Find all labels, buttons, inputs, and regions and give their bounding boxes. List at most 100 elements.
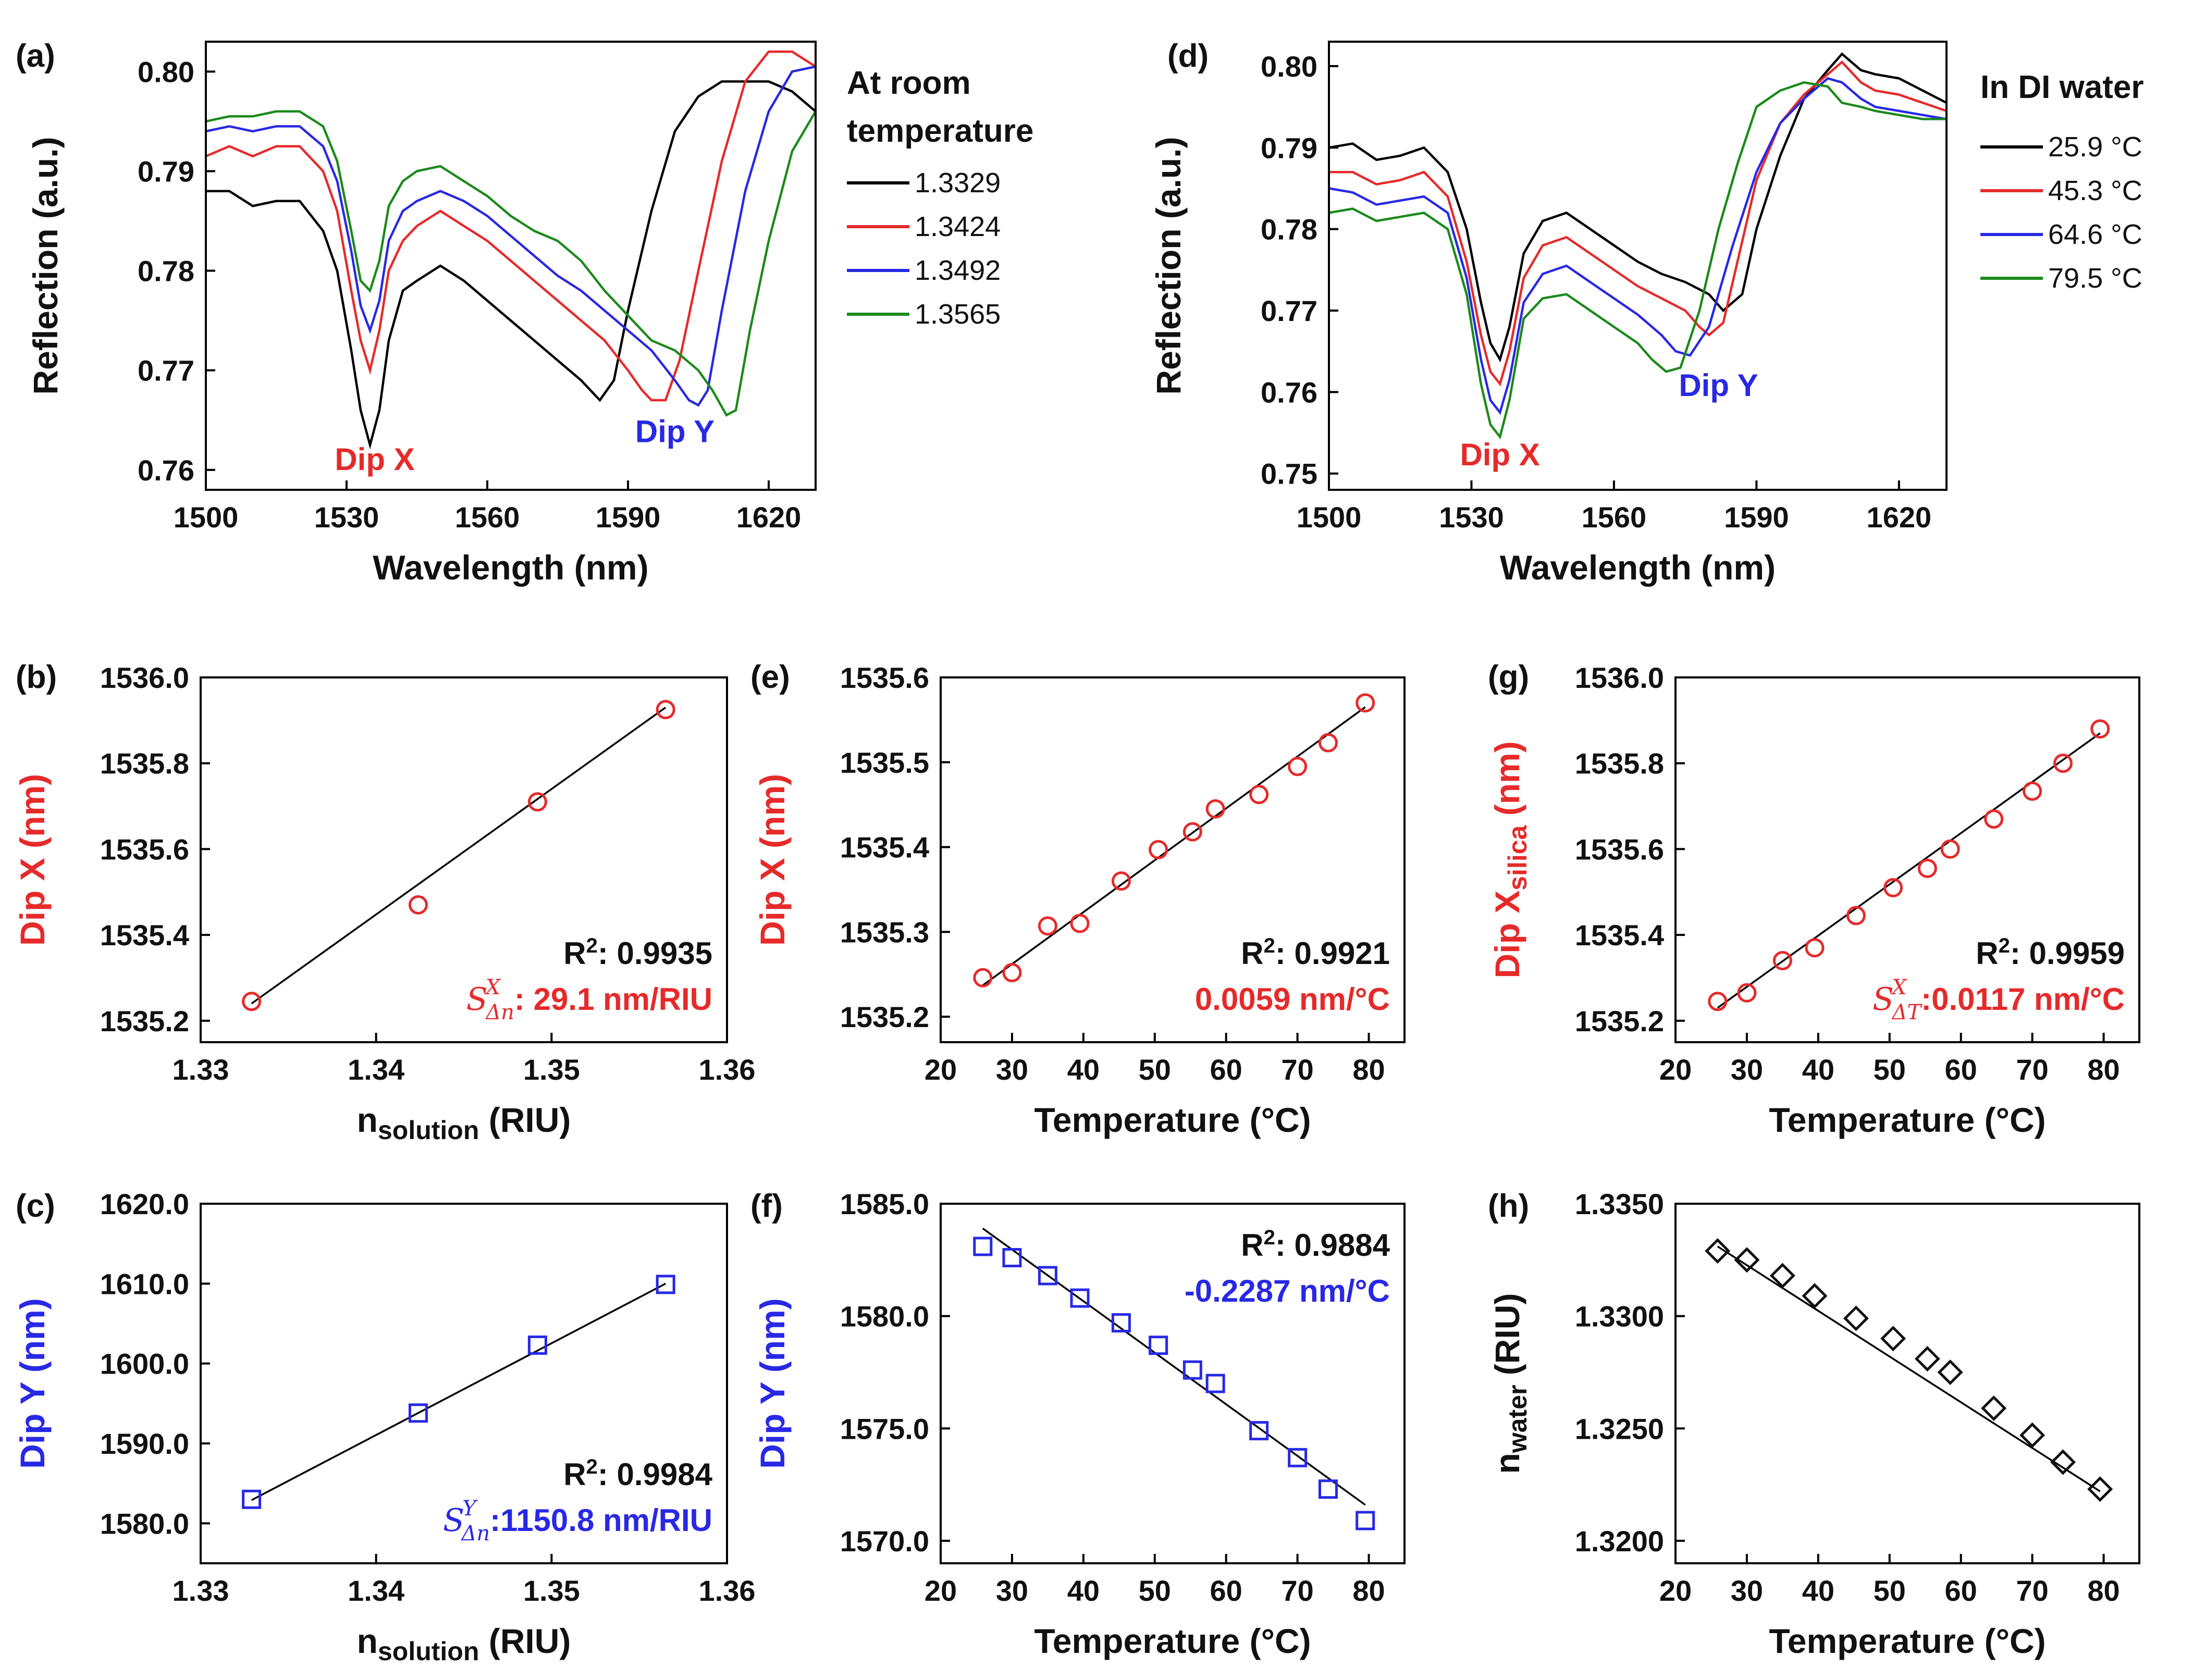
y-axis-title-sub: water (1503, 1385, 1532, 1454)
legend-label: 79.5 °C (2048, 263, 2142, 294)
sensitivity-label: SX Δn: 29.1 nm/RIU (466, 975, 712, 1024)
data-point-marker (1846, 906, 1866, 925)
legend-label: 1.3492 (915, 255, 1001, 286)
data-point-marker (242, 1489, 262, 1509)
x-axis-title-tail: (RIU) (479, 1101, 571, 1139)
data-point-marker (1914, 1346, 1940, 1372)
x-tick-label: 1530 (1439, 501, 1504, 534)
y-axis-title: Reflection (a.u.) (26, 137, 65, 394)
y-tick-label: 1580.0 (100, 1507, 189, 1540)
y-axis-title: Dip Y (nm) (13, 1298, 52, 1469)
y-axis-title-main: Dip Y (nm) (13, 1298, 52, 1469)
y-tick-label: 1536.0 (100, 661, 189, 694)
y-tick-label: 1575.0 (840, 1412, 929, 1445)
panel-f: (f) 20 30 40 50 60 70 80 1570.0 1575.0 1580.0 1585.… (750, 1188, 1406, 1660)
x-tick-label: 70 (2016, 1574, 2048, 1607)
y-tick-label: 1535.4 (840, 831, 929, 864)
y-axis-title-sub: silica (1503, 825, 1532, 891)
r-squared-label: R2: 0.9984 (563, 1455, 712, 1492)
y-tick-label: 1590.0 (100, 1427, 189, 1460)
sensitivity-symbol: S (1872, 981, 1894, 1018)
y-tick-label: 1535.8 (100, 747, 189, 780)
data-point-marker (1981, 1395, 2007, 1421)
fit-line (251, 1282, 666, 1501)
x-tick-label: 60 (1210, 1053, 1242, 1086)
y-tick-label: 0.76 (138, 454, 194, 487)
x-tick-label: 80 (2087, 1053, 2120, 1086)
data-point-marker (1880, 1326, 1906, 1352)
panel-label: (d) (1167, 38, 1209, 74)
y-tick-label: 0.80 (138, 55, 194, 88)
panel-label: (g) (1488, 659, 1529, 695)
x-tick-label: 50 (1139, 1053, 1171, 1086)
y-tick-label: 1535.2 (1575, 1005, 1664, 1037)
data-point-marker (2019, 1422, 2046, 1448)
data-point-marker (1249, 785, 1269, 805)
x-axis-title-main: n (357, 1622, 378, 1660)
plot-frame (200, 1203, 728, 1564)
x-tick-label: 30 (1731, 1574, 1763, 1607)
y-axis-title-main: Reflection (a.u.) (26, 137, 65, 394)
y-axis-title: Dip Y (nm) (753, 1298, 792, 1469)
y-tick-label: 1535.8 (1575, 747, 1664, 780)
x-tick-label: 70 (1281, 1574, 1313, 1607)
data-point-marker (1111, 1313, 1131, 1333)
y-axis-title-main: Dip X (1488, 891, 1526, 979)
y-tick-label: 1536.0 (1575, 661, 1664, 694)
data-point-marker (2053, 753, 2073, 773)
data-point-marker (973, 1237, 993, 1256)
y-tick-label: 1620.0 (100, 1188, 189, 1220)
x-axis-title: Wavelength (nm) (1500, 548, 1776, 587)
data-point-marker (1917, 858, 1937, 878)
x-tick-label: 30 (996, 1574, 1028, 1607)
x-tick-label: 80 (2087, 1574, 2120, 1607)
x-tick-label: 50 (1874, 1574, 1906, 1607)
y-tick-label: 0.80 (1261, 50, 1317, 83)
plot-frame (1674, 1203, 2140, 1564)
series-line (206, 80, 817, 450)
x-axis-title: Temperature (°C) (1034, 1101, 1311, 1139)
y-tick-label: 1.3200 (1575, 1525, 1664, 1558)
sensitivity-superscript: X (1890, 975, 1907, 999)
y-axis-title: nwater (RIU) (1488, 1293, 1532, 1474)
data-point-marker (1356, 693, 1375, 713)
plot-frame (940, 1203, 1406, 1564)
y-axis-title-main: Dip Y (nm) (753, 1298, 792, 1469)
x-axis-title: nsolution (RIU) (357, 1101, 571, 1145)
data-point-marker (1038, 916, 1057, 936)
legend-title: temperature (847, 113, 1033, 149)
data-point-marker (1883, 878, 1903, 898)
x-tick-label: 40 (1802, 1574, 1834, 1607)
plot-frame (200, 676, 728, 1043)
x-tick-label: 80 (1352, 1053, 1385, 1086)
x-tick-label: 20 (925, 1574, 957, 1607)
x-tick-label: 60 (1210, 1574, 1242, 1607)
data-point-marker (1249, 1421, 1269, 1441)
y-tick-label: 1610.0 (100, 1267, 189, 1300)
panel-b: (b) 1.33 1.34 1.35 1.36 1535.2 1535.4 1535.6 153… (13, 659, 756, 1145)
y-axis-title: Reflection (a.u.) (1149, 137, 1188, 394)
data-point-marker (1802, 1283, 1828, 1309)
data-point-marker (1111, 871, 1131, 891)
x-axis-title-sub: solution (378, 1637, 479, 1666)
y-tick-label: 0.75 (1261, 458, 1317, 490)
y-tick-label: 1535.6 (840, 661, 929, 694)
panel-label: (f) (750, 1188, 783, 1224)
x-tick-label: 1590 (1724, 501, 1789, 534)
series-line (205, 65, 816, 407)
data-point-marker (1002, 1248, 1022, 1267)
x-tick-label: 1500 (1297, 501, 1362, 534)
panel-h: (h) 20 30 40 50 60 70 80 1.3200 1.3250 1.3300 1.335… (1488, 1188, 2140, 1660)
y-axis-title: Dip X (nm) (753, 774, 792, 946)
x-tick-label: 1.35 (523, 1574, 580, 1607)
legend-label: 45.3 °C (2048, 175, 2142, 206)
dip-annotation: Dip Y (635, 414, 714, 449)
y-tick-label: 0.78 (138, 255, 194, 288)
fit-line (251, 707, 667, 1005)
y-axis-title: Dip X (nm) (13, 774, 52, 946)
r-squared-symbol: R (563, 936, 586, 971)
x-tick-label: 70 (2016, 1053, 2048, 1086)
data-point-marker (1734, 1247, 1760, 1273)
sensitivity-superscript: Y (462, 1497, 478, 1521)
